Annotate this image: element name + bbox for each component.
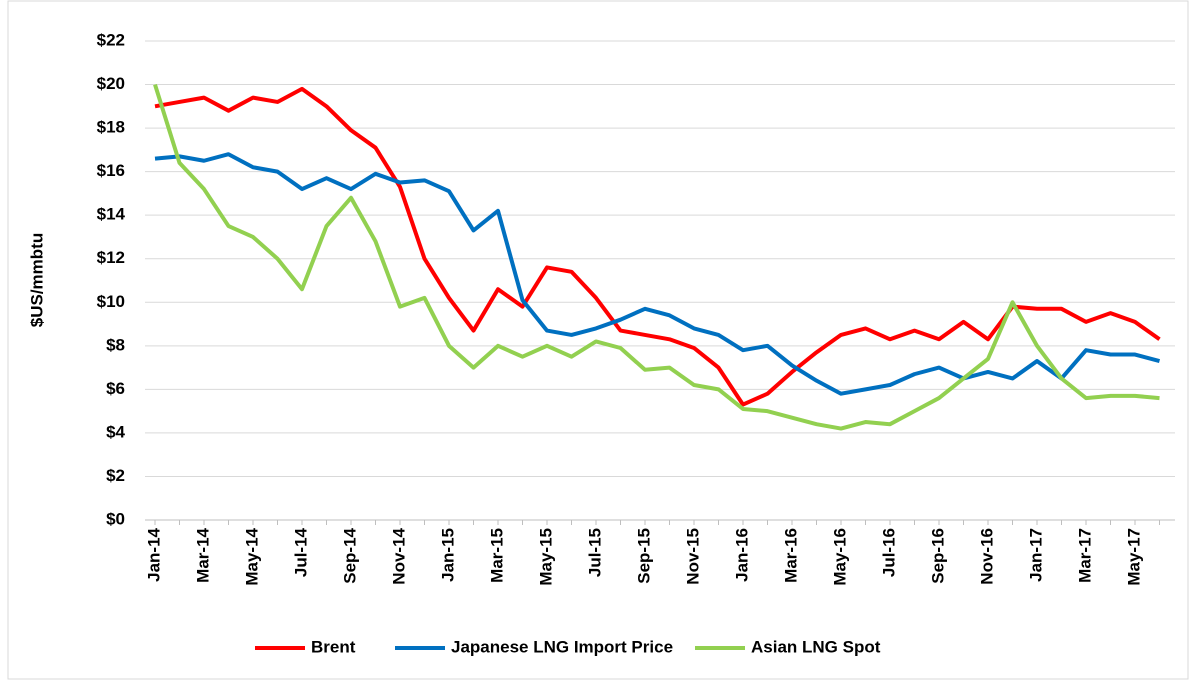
series-line	[153, 83, 1160, 431]
x-tick-label: Jul-15	[585, 528, 604, 577]
x-tick-label: May-16	[830, 528, 849, 586]
x-tick-label: May-15	[536, 528, 555, 586]
x-tick-label: Nov-16	[977, 528, 996, 585]
legend-label: Asian LNG Spot	[751, 637, 881, 656]
y-tick-label: $4	[106, 422, 125, 441]
series-line	[154, 152, 1161, 396]
x-tick-label: Jan-17	[1026, 528, 1045, 582]
y-tick-label: $6	[106, 379, 125, 398]
y-tick-label: $12	[97, 248, 125, 267]
x-tick-label: Sep-15	[634, 528, 653, 584]
y-tick-label: $0	[106, 509, 125, 528]
x-tick-label: Sep-16	[928, 528, 947, 584]
x-tick-label: Nov-14	[389, 527, 408, 584]
x-tick-label: May-17	[1124, 528, 1143, 586]
x-tick-label: Jan-15	[438, 528, 457, 582]
y-tick-label: $14	[97, 205, 126, 224]
y-tick-label: $8	[106, 335, 125, 354]
x-tick-label: Mar-14	[193, 527, 212, 582]
y-tick-label: $2	[106, 466, 125, 485]
y-tick-label: $20	[97, 74, 125, 93]
legend-label: Brent	[311, 637, 356, 656]
x-tick-label: Jul-14	[291, 527, 310, 577]
series-line	[154, 86, 1161, 407]
y-tick-label: $10	[97, 292, 125, 311]
y-axis-title: $US/mmbtu	[27, 233, 46, 327]
x-tick-label: May-14	[242, 527, 261, 585]
x-tick-label: Jul-16	[879, 528, 898, 577]
y-tick-label: $16	[97, 161, 125, 180]
x-tick-label: Sep-14	[340, 527, 359, 583]
x-tick-label: Mar-15	[487, 528, 506, 583]
y-tick-label: $22	[97, 30, 125, 49]
x-tick-label: Jan-14	[144, 527, 163, 581]
x-tick-label: Jan-16	[732, 528, 751, 582]
x-tick-label: Nov-15	[683, 528, 702, 585]
x-tick-label: Mar-17	[1075, 528, 1094, 583]
x-tick-label: Mar-16	[781, 528, 800, 583]
y-tick-label: $18	[97, 118, 125, 137]
legend-label: Japanese LNG Import Price	[451, 637, 673, 656]
